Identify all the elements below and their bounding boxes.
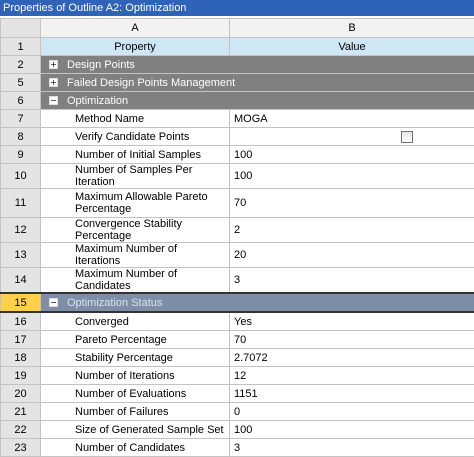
property-cell: Pareto Percentage [41,331,230,349]
table-row[interactable]: 8 Verify Candidate Points [1,128,474,146]
row-number[interactable]: 20 [1,385,41,403]
table-row[interactable]: 10 Number of Samples Per Iteration 100 [1,164,474,189]
property-cell: Convergence Stability Percentage [41,218,230,243]
row-number[interactable]: 23 [1,439,41,457]
table-row[interactable]: 13 Maximum Number of Iterations 20 [1,243,474,268]
group-label: Design Points [67,59,135,71]
property-cell: Maximum Number of Iterations [41,243,230,268]
group-row-optimization[interactable]: 6 −Optimization [1,92,474,110]
table-row[interactable]: 22 Size of Generated Sample Set 100 [1,421,474,439]
value-cell[interactable]: 100 [230,146,474,164]
value-cell[interactable]: 3 [230,439,474,457]
row-number[interactable]: 18 [1,349,41,367]
row-number[interactable]: 9 [1,146,41,164]
value-cell[interactable]: 100 [230,164,474,189]
collapse-icon[interactable]: − [49,96,58,105]
property-cell: Verify Candidate Points [41,128,230,146]
group-row-failed-design-points[interactable]: 5 + Failed Design Points Management [1,74,474,92]
expand-icon[interactable]: + [49,60,58,69]
collapse-icon[interactable]: − [49,298,58,307]
table-row[interactable]: 11 Maximum Allowable Pareto Percentage 7… [1,189,474,218]
value-cell[interactable]: MOGA [230,110,474,128]
table-row[interactable]: 20 Number of Evaluations 1151 [1,385,474,403]
row-number[interactable]: 5 [1,74,41,92]
row-number[interactable]: 16 [1,312,41,331]
table-row[interactable]: 12 Convergence Stability Percentage 2 [1,218,474,243]
row-number[interactable]: 22 [1,421,41,439]
row-number[interactable]: 15 [1,293,41,312]
row-number[interactable]: 2 [1,56,41,74]
value-cell[interactable]: 20 [230,243,474,268]
property-cell: Maximum Allowable Pareto Percentage [41,189,230,218]
value-cell[interactable]: 3 [230,268,474,294]
properties-grid: A B 1 Property Value 2 + Design Points 5 … [0,18,474,457]
value-header: Value [230,38,474,56]
row-number[interactable]: 7 [1,110,41,128]
value-cell[interactable]: 2 [230,218,474,243]
column-header-b[interactable]: B [230,19,474,38]
table-row[interactable]: 16 Converged Yes [1,312,474,331]
property-cell: Stability Percentage [41,349,230,367]
row-number[interactable]: 13 [1,243,41,268]
group-label: Optimization [67,95,128,107]
property-cell: Size of Generated Sample Set [41,421,230,439]
property-header: Property [41,38,230,56]
row-number[interactable]: 8 [1,128,41,146]
row-number[interactable]: 17 [1,331,41,349]
window-title: Properties of Outline A2: Optimization [0,0,474,16]
column-header-row: A B [1,19,474,38]
row-number[interactable]: 12 [1,218,41,243]
group-label: Failed Design Points Management [67,77,235,89]
property-cell: Number of Iterations [41,367,230,385]
value-cell[interactable]: 70 [230,331,474,349]
group-cell[interactable]: −Optimization Status [41,293,474,312]
row-number[interactable]: 6 [1,92,41,110]
value-cell[interactable]: 1151 [230,385,474,403]
property-cell: Number of Evaluations [41,385,230,403]
value-cell[interactable]: 12 [230,367,474,385]
row-number[interactable]: 10 [1,164,41,189]
table-row[interactable]: 18 Stability Percentage 2.7072 [1,349,474,367]
group-cell[interactable]: + Design Points [41,56,474,74]
property-cell: Number of Initial Samples [41,146,230,164]
verify-candidate-points-checkbox[interactable] [401,131,413,143]
row-number[interactable]: 11 [1,189,41,218]
value-cell[interactable] [230,128,474,146]
table-row[interactable]: 19 Number of Iterations 12 [1,367,474,385]
property-header-row: 1 Property Value [1,38,474,56]
property-cell: Number of Candidates [41,439,230,457]
group-row-optimization-status[interactable]: 15 −Optimization Status [1,293,474,312]
property-cell: Maximum Number of Candidates [41,268,230,294]
value-cell[interactable]: 70 [230,189,474,218]
group-label: Optimization Status [67,297,162,309]
column-header-a[interactable]: A [41,19,230,38]
table-row[interactable]: 23 Number of Candidates 3 [1,439,474,457]
value-cell[interactable]: 100 [230,421,474,439]
group-cell[interactable]: −Optimization [41,92,474,110]
row-number[interactable]: 19 [1,367,41,385]
row-number[interactable]: 14 [1,268,41,294]
expand-icon[interactable]: + [49,78,58,87]
table-row[interactable]: 7 Method Name MOGA [1,110,474,128]
value-cell[interactable]: 2.7072 [230,349,474,367]
group-row-design-points[interactable]: 2 + Design Points [1,56,474,74]
value-cell[interactable]: Yes [230,312,474,331]
group-cell[interactable]: + Failed Design Points Management [41,74,474,92]
property-cell: Converged [41,312,230,331]
table-row[interactable]: 9 Number of Initial Samples 100 [1,146,474,164]
property-cell: Method Name [41,110,230,128]
table-row[interactable]: 14 Maximum Number of Candidates 3 [1,268,474,294]
corner-cell[interactable] [1,19,41,38]
row-number[interactable]: 1 [1,38,41,56]
property-cell: Number of Samples Per Iteration [41,164,230,189]
table-row[interactable]: 17 Pareto Percentage 70 [1,331,474,349]
